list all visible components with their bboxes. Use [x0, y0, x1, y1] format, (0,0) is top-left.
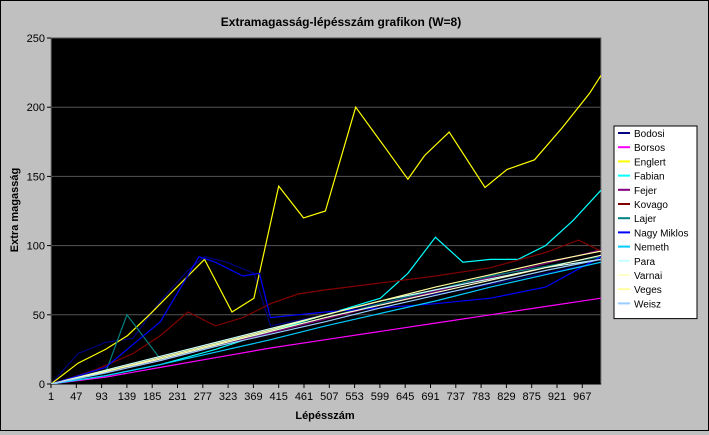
legend-entry: Nemeth [634, 243, 669, 254]
series-line-englert [51, 75, 601, 384]
legend-entry: Para [634, 257, 656, 268]
x-tick-label: 783 [472, 391, 490, 403]
series-line-fabian [51, 189, 601, 384]
legend-entry: Varnai [634, 271, 662, 282]
y-tick-label: 200 [27, 102, 45, 114]
x-tick-label: 599 [371, 391, 389, 403]
x-tick-label: 507 [320, 391, 338, 403]
series-line-nemeth [51, 261, 601, 384]
y-tick-label: 150 [27, 171, 45, 183]
x-axis: 1 47 93 139 185 231 277 323 369 415 461 507 553 599 64… [48, 383, 601, 403]
x-tick-label: 921 [548, 391, 566, 403]
legend-box [613, 125, 698, 320]
x-tick-label: 369 [244, 391, 262, 403]
x-tick-label: 737 [447, 391, 465, 403]
x-tick-label: 691 [421, 391, 439, 403]
x-tick-label: 139 [118, 391, 136, 403]
x-tick-label: 461 [295, 391, 313, 403]
x-tick-label: 93 [95, 391, 107, 403]
y-tick-label: 250 [27, 33, 45, 45]
x-tick-label: 645 [396, 391, 414, 403]
series-line-bodosi [51, 256, 601, 384]
y-tick-label: 0 [39, 379, 45, 391]
legend-entry: Fejer [634, 186, 657, 197]
x-tick-label: 277 [194, 391, 212, 403]
series-line-veges [51, 250, 601, 384]
y-axis: 0 50 100 150 200 250 [27, 33, 51, 391]
x-tick-label: 829 [497, 391, 515, 403]
series-line-kovago [51, 239, 601, 384]
x-tick-label: 553 [345, 391, 363, 403]
x-tick-label: 323 [219, 391, 237, 403]
legend-entry: Nagy Miklos [634, 228, 688, 239]
x-tick-label: 415 [270, 391, 288, 403]
series-line-nagy-miklos [51, 255, 601, 384]
legend: Bodosi Borsos Englert Fabian Fejer Kovago Laje… [613, 125, 698, 320]
legend-entry: Lajer [634, 214, 657, 225]
legend-entry: Englert [634, 157, 666, 168]
legend-entry: Kovago [634, 200, 668, 211]
chart-title: Extramagasság-lépésszám grafikon (W=8) [221, 15, 461, 29]
x-tick-label: 967 [573, 391, 591, 403]
x-axis-label: Lépésszám [295, 410, 355, 422]
y-axis-label: Extra magasság [9, 168, 21, 252]
series-line-weisz [51, 258, 601, 384]
legend-entry: Weisz [634, 299, 661, 310]
y-tick-label: 50 [33, 310, 45, 322]
legend-entry: Borsos [634, 143, 665, 154]
x-tick-label: 1 [48, 391, 54, 403]
legend-entry: Bodosi [634, 129, 665, 140]
y-tick-label: 100 [27, 241, 45, 253]
series-line-varnai [51, 254, 601, 384]
series-layer [51, 75, 601, 384]
x-tick-label: 185 [143, 391, 161, 403]
series-line-borsos [51, 297, 601, 384]
x-tick-label: 231 [168, 391, 186, 403]
x-tick-label: 875 [523, 391, 541, 403]
legend-entry: Veges [634, 285, 662, 296]
x-tick-label: 47 [70, 391, 82, 403]
legend-entry: Fabian [634, 172, 665, 183]
